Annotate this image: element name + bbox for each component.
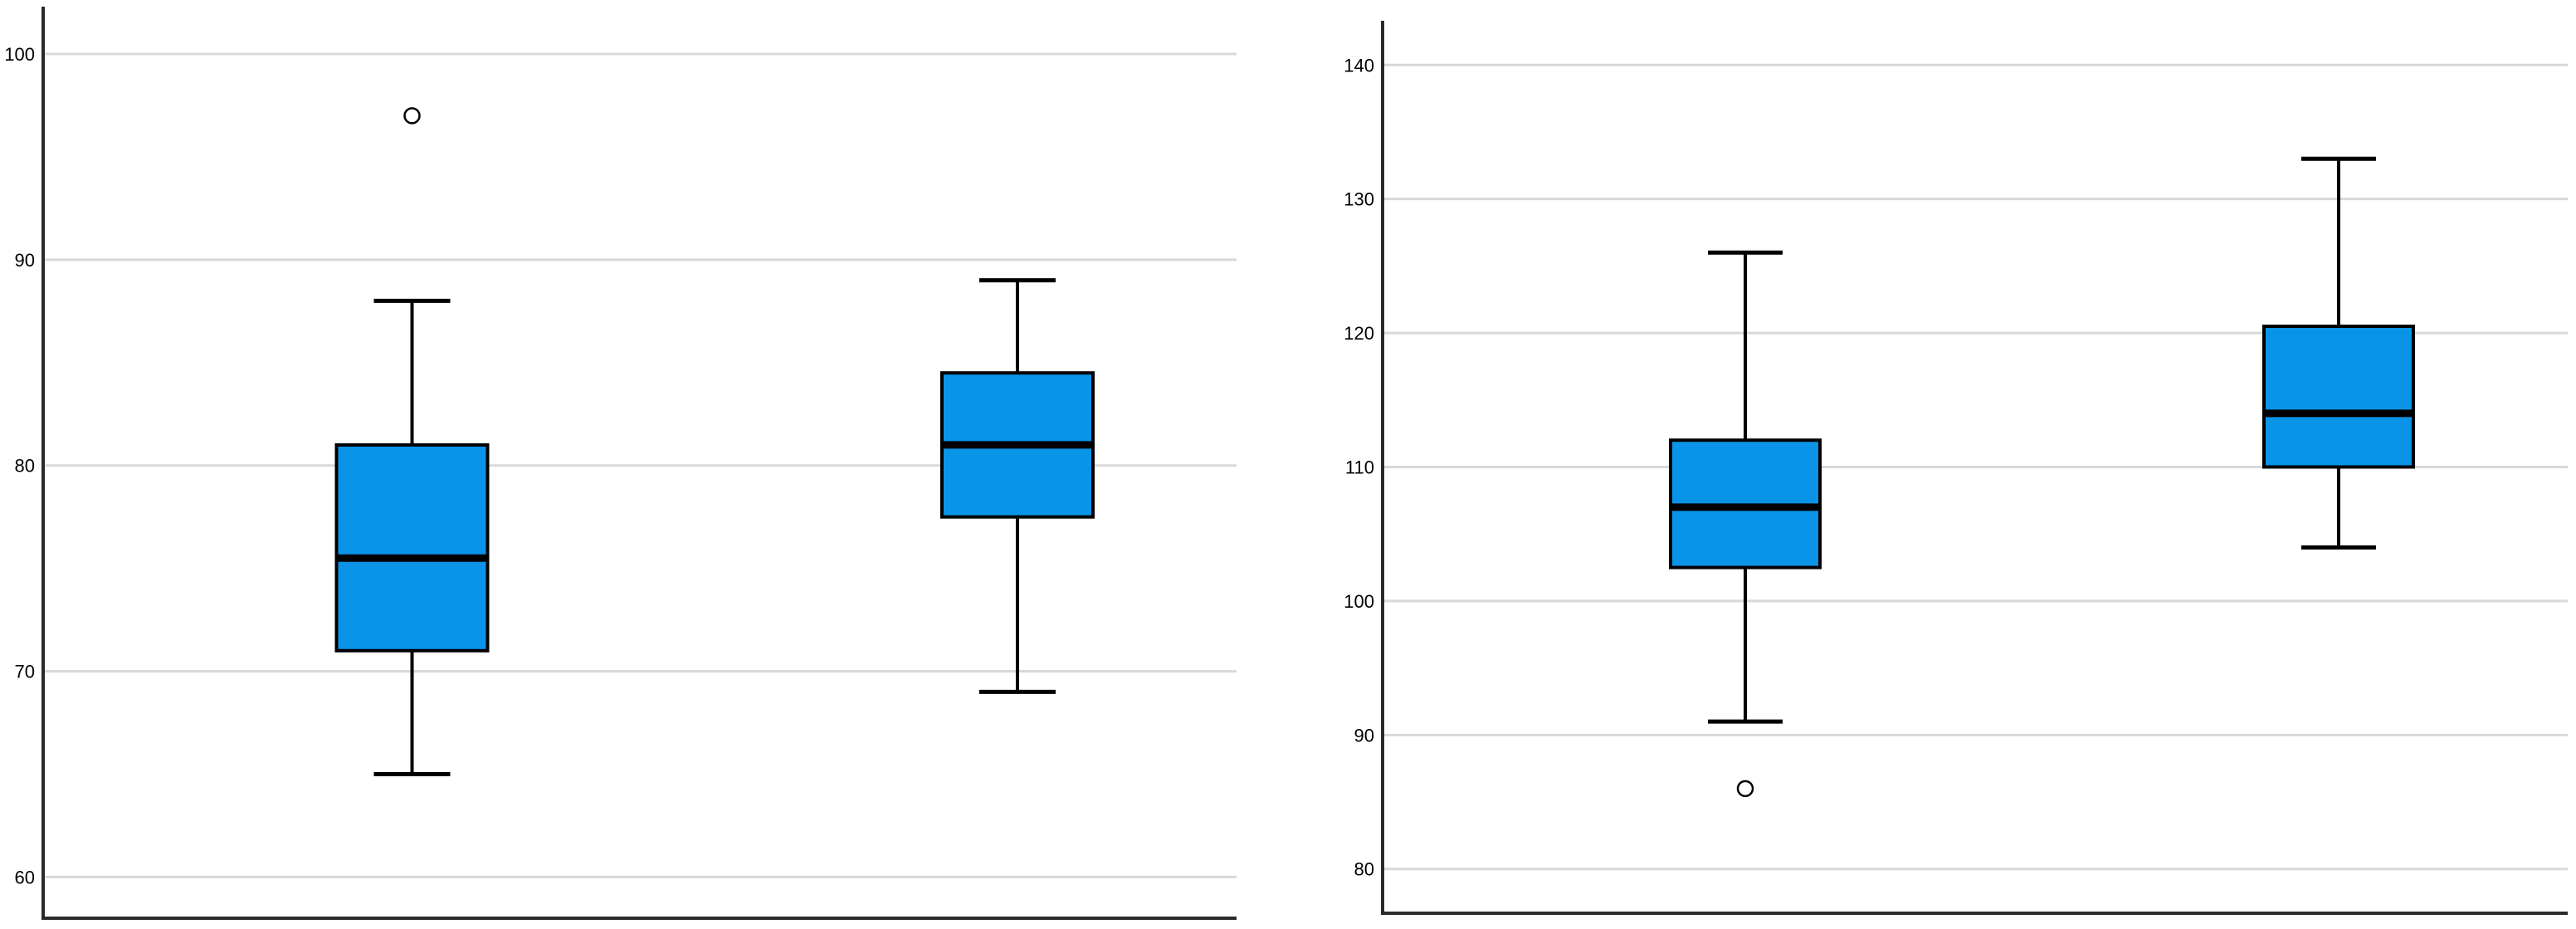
y-axis-tick-label: 90: [15, 250, 35, 271]
y-axis-tick-label: 70: [15, 662, 35, 682]
box-group-2: [940, 278, 1095, 694]
y-axis-tick-label: 100: [1344, 591, 1374, 612]
y-axis-tick-label: 110: [1345, 457, 1374, 478]
y-axis-tick-label: 130: [1344, 189, 1374, 210]
boxplot-panel-right: 80 90 100 110 120 130 140: [1344, 21, 2568, 915]
y-axis-tick-label: 90: [1354, 725, 1374, 746]
iqr-box: [334, 442, 490, 653]
y-axis-tick-label: 80: [1354, 859, 1374, 880]
y-axis-tick-label: 80: [15, 456, 35, 477]
boxplot-panel-left: 60 70 80 90 100: [4, 7, 1237, 920]
outlier-point: [1736, 780, 1754, 798]
y-axis-tick-label: 60: [15, 867, 35, 887]
box-group-2: [2262, 156, 2415, 550]
y-axis-tick-label: 120: [1344, 323, 1374, 344]
box-group-1: [1669, 250, 1822, 798]
y-axis-tick-label: 100: [4, 44, 35, 65]
iqr-box: [2262, 325, 2415, 469]
y-axis-tick-label: 140: [1344, 55, 1374, 76]
outlier-point: [403, 107, 421, 125]
box-group-1: [334, 107, 490, 777]
